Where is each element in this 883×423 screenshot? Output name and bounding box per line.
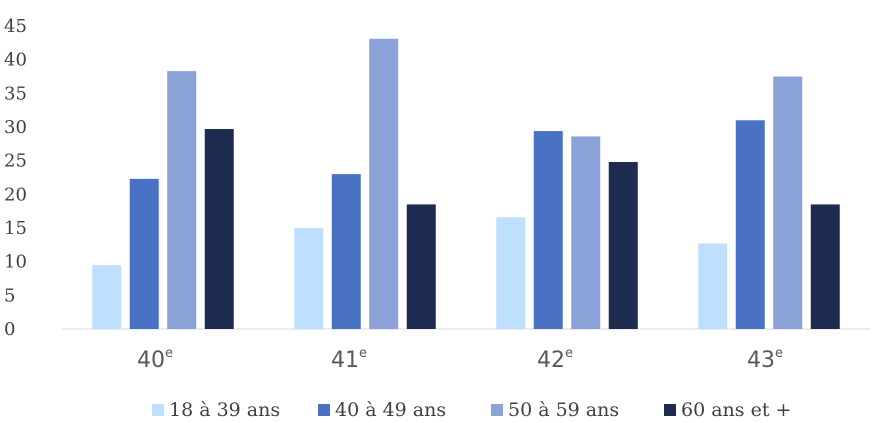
bar-2-4 — [735, 120, 765, 330]
x-tick-label: 43 e — [747, 346, 783, 373]
legend-swatch — [152, 404, 164, 416]
bar-3-2 — [369, 38, 399, 329]
legend-label: 40 à 49 ans — [335, 399, 446, 421]
legend: 18 à 39 ans 40 à 49 ans 50 à 59 ans 60 ans … — [152, 399, 791, 421]
x-tick-superscript: e — [359, 346, 367, 361]
bar-3-1 — [167, 71, 197, 329]
y-tick-label: 45 — [4, 16, 27, 37]
bar-4-2 — [406, 204, 436, 329]
legend-label: 50 à 59 ans — [508, 399, 619, 421]
legend-item: 60 ans et + — [664, 399, 791, 421]
bar-1-3 — [496, 217, 526, 329]
x-tick-label: 40 e — [137, 346, 173, 373]
y-tick-label: 10 — [4, 252, 27, 273]
y-tick-label: 15 — [4, 218, 27, 239]
y-tick-label: 35 — [4, 83, 27, 104]
legend-label: 18 à 39 ans — [169, 399, 280, 421]
x-axis: 40 e 41 e 42 e 43 e — [137, 346, 783, 373]
y-tick-label: 5 — [4, 285, 15, 306]
bar-2-3 — [533, 131, 563, 329]
legend-swatch — [664, 404, 676, 416]
legend-item: 50 à 59 ans — [491, 399, 619, 421]
bar-1-2 — [294, 228, 324, 329]
x-tick-base: 40 — [137, 348, 165, 373]
x-tick-superscript: e — [165, 346, 173, 361]
bars — [92, 38, 840, 330]
y-tick-label: 0 — [4, 319, 15, 340]
x-tick-superscript: e — [565, 346, 573, 361]
bar-1-1 — [92, 265, 122, 329]
y-tick-label: 20 — [4, 184, 27, 205]
bar-4-4 — [810, 204, 840, 329]
bar-2-2 — [331, 174, 361, 329]
y-tick-label: 30 — [4, 117, 27, 138]
legend-item: 40 à 49 ans — [318, 399, 446, 421]
y-axis: 0 5 10 15 20 25 30 35 40 45 — [4, 16, 27, 340]
x-tick-base: 41 — [331, 348, 359, 373]
bar-3-3 — [571, 136, 601, 329]
legend-swatch — [318, 404, 330, 416]
bar-4-1 — [204, 129, 234, 329]
bar-4-3 — [608, 162, 638, 329]
x-tick-base: 42 — [537, 348, 565, 373]
x-tick-superscript: e — [775, 346, 783, 361]
legend-label: 60 ans et + — [681, 399, 791, 421]
legend-swatch — [491, 404, 503, 416]
legend-item: 18 à 39 ans — [152, 399, 280, 421]
x-tick-label: 41 e — [331, 346, 367, 373]
x-tick-base: 43 — [747, 348, 775, 373]
y-tick-label: 40 — [4, 50, 27, 71]
x-tick-label: 42 e — [537, 346, 573, 373]
bar-3-4 — [773, 76, 803, 329]
bar-2-1 — [129, 178, 159, 329]
y-tick-label: 25 — [4, 151, 27, 172]
bar-1-4 — [698, 243, 728, 329]
